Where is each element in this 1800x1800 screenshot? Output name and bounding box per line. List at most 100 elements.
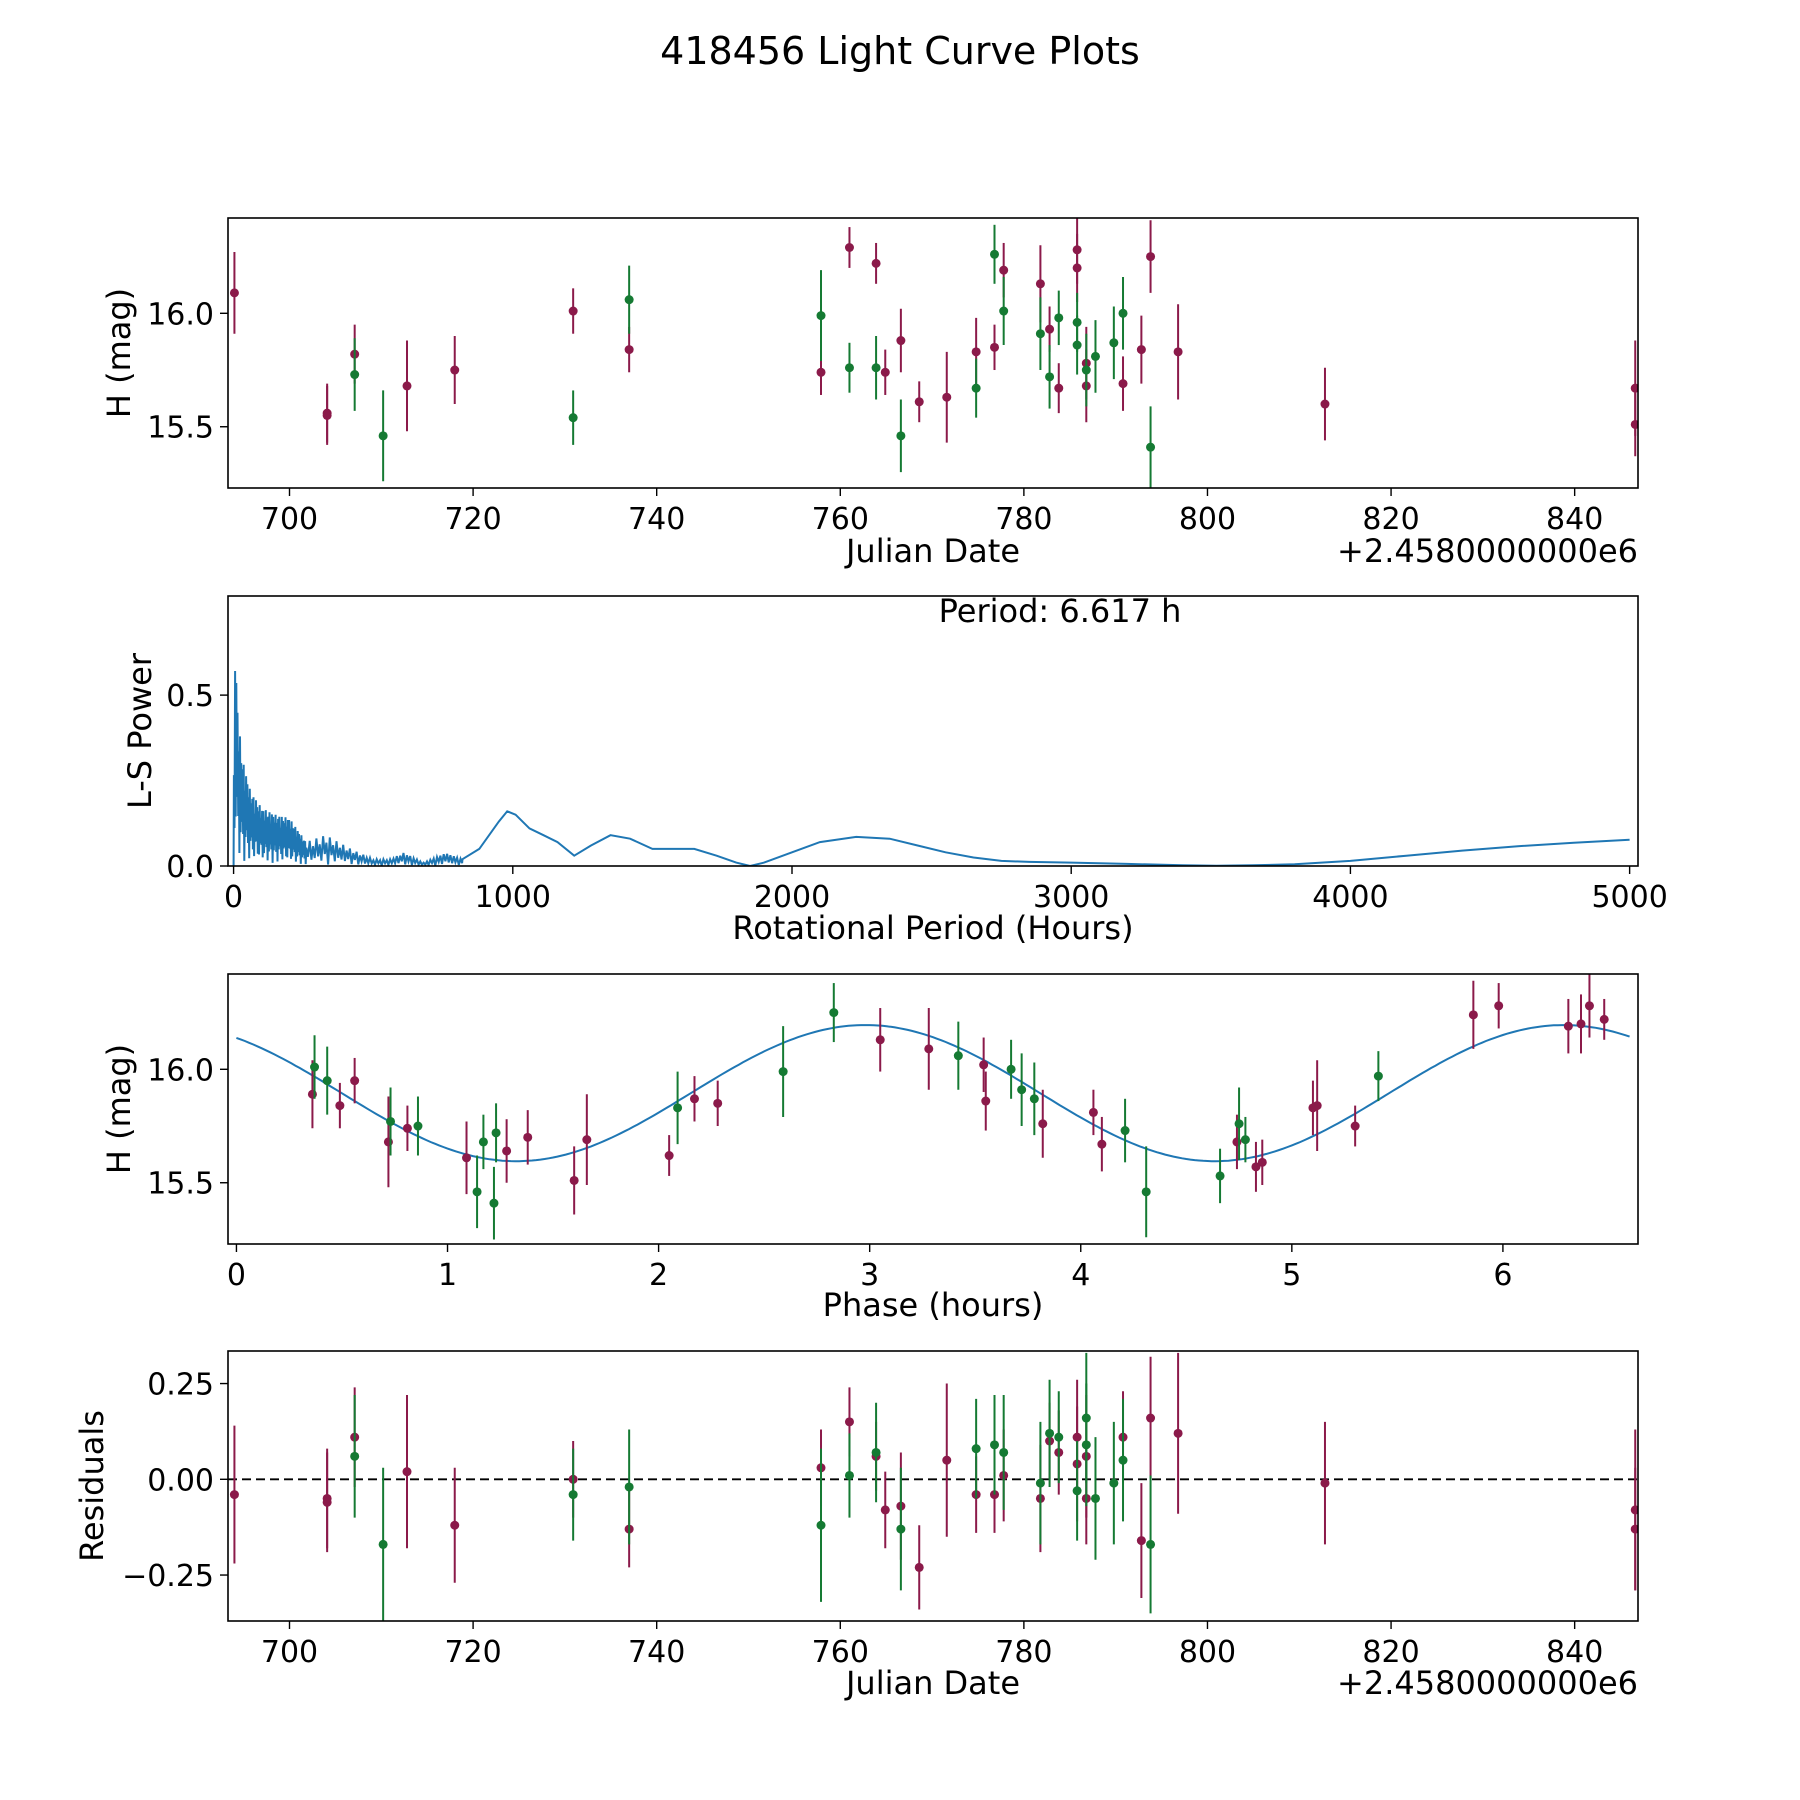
periodogram-x-tick-label: 4000 bbox=[1312, 880, 1388, 915]
phase-folded-data-point bbox=[350, 1076, 360, 1086]
light-curve-data-point bbox=[568, 306, 578, 316]
light-curve-y-tick-label: 16.0 bbox=[147, 297, 214, 332]
phase-folded-data-point bbox=[1141, 1187, 1151, 1197]
phase-folded-data-point bbox=[523, 1132, 533, 1142]
phase-folded-data-point bbox=[875, 1035, 885, 1045]
residuals-data-point bbox=[1136, 1536, 1146, 1546]
residuals-data-point bbox=[1173, 1428, 1183, 1438]
phase-folded-data-point bbox=[402, 1123, 412, 1133]
residuals-data-point bbox=[844, 1417, 854, 1427]
light-curve-data-point bbox=[1072, 340, 1082, 350]
residuals-y-label: Residuals bbox=[73, 1410, 111, 1562]
residuals-data-point bbox=[1035, 1478, 1045, 1488]
phase-folded-data-point bbox=[1088, 1107, 1098, 1117]
light-curve-data-point bbox=[990, 249, 1000, 259]
residuals-data-point bbox=[896, 1524, 906, 1534]
phase-folded-x-tick-label: 0 bbox=[227, 1258, 246, 1293]
residuals-data-point bbox=[1146, 1413, 1156, 1423]
light-curve-data-point bbox=[1035, 329, 1045, 339]
residuals-data-point bbox=[568, 1490, 578, 1500]
phase-folded-axes-frame bbox=[227, 973, 1639, 1245]
residuals-y-tick-label: 0.25 bbox=[147, 1368, 214, 1403]
panel-phase-folded: 0 1 2 3 4 5 6 15.5 16.0 Phase (hours) H (mag) bbox=[100, 973, 1639, 1324]
phase-folded-data-point bbox=[673, 1103, 683, 1113]
phase-folded-data-point bbox=[1038, 1119, 1048, 1129]
light-curve-x-tick-label: 820 bbox=[1362, 502, 1419, 537]
phase-folded-data-point bbox=[1240, 1135, 1250, 1145]
phase-folded-data-point bbox=[1576, 1019, 1586, 1029]
light-curve-x-label: Julian Date bbox=[844, 532, 1020, 570]
residuals-data-point bbox=[942, 1455, 952, 1465]
phase-folded-data-point bbox=[489, 1198, 499, 1208]
periodogram-x-ticks: 0 1000 2000 3000 4000 5000 bbox=[224, 866, 1668, 915]
residuals-data-point bbox=[914, 1562, 924, 1572]
phase-folded-data-point bbox=[1006, 1064, 1016, 1074]
residuals-data-point bbox=[1320, 1478, 1330, 1488]
residuals-y-ticks: 0.25 0.00 −0.25 bbox=[122, 1368, 228, 1594]
residuals-data-point bbox=[1090, 1493, 1100, 1503]
periodogram-x-tick-label: 5000 bbox=[1591, 880, 1667, 915]
light-curve-data-point bbox=[1109, 338, 1119, 348]
light-curve-data-point bbox=[1146, 252, 1156, 262]
residuals-data-point bbox=[1081, 1440, 1091, 1450]
periodogram-x-label: Rotational Period (Hours) bbox=[732, 909, 1133, 947]
panel-periodogram: 0 1000 2000 3000 4000 5000 0.0 0.5 Period: 6.6… bbox=[121, 592, 1668, 947]
residuals-data-point bbox=[1630, 1524, 1638, 1534]
phase-folded-data-point bbox=[664, 1151, 674, 1161]
light-curve-data-point bbox=[1118, 379, 1128, 389]
phase-folded-data-point bbox=[582, 1135, 592, 1145]
phase-folded-x-tick-label: 6 bbox=[1493, 1258, 1512, 1293]
residuals-data-point bbox=[1045, 1428, 1055, 1438]
phase-folded-data-point bbox=[462, 1153, 472, 1163]
residuals-x-tick-label: 700 bbox=[261, 1635, 318, 1670]
phase-folded-y-tick-label: 16.0 bbox=[147, 1053, 214, 1088]
light-curve-data-point bbox=[1072, 245, 1082, 255]
residuals-data-point bbox=[624, 1482, 634, 1492]
residuals-plot-area bbox=[228, 1352, 1638, 1621]
light-curve-data-point bbox=[624, 295, 634, 305]
light-curve-data-point bbox=[896, 431, 906, 441]
light-curve-data-point bbox=[1146, 442, 1156, 452]
phase-folded-data-point bbox=[478, 1137, 488, 1147]
phase-folded-data-point bbox=[1563, 1021, 1573, 1031]
residuals-data-point bbox=[450, 1520, 460, 1530]
light-curve-x-tick-label: 700 bbox=[261, 502, 318, 537]
phase-folded-data-point bbox=[335, 1101, 345, 1111]
residuals-data-point bbox=[1109, 1478, 1119, 1488]
residuals-x-tick-label: 760 bbox=[812, 1635, 869, 1670]
phase-folded-x-tick-label: 2 bbox=[649, 1258, 668, 1293]
phase-folded-data-point bbox=[689, 1094, 699, 1104]
light-curve-data-point bbox=[1081, 365, 1091, 375]
phase-model-curve bbox=[236, 1024, 1630, 1163]
light-curve-data-point bbox=[1136, 345, 1146, 355]
phase-folded-data-point bbox=[778, 1067, 788, 1077]
residuals-data-point bbox=[1146, 1539, 1156, 1549]
light-curve-data-point bbox=[1118, 308, 1128, 318]
light-curve-data-point bbox=[1090, 351, 1100, 361]
residuals-x-ticks: 700 720 740 760 780 800 820 840 bbox=[261, 1621, 1603, 1670]
phase-folded-data-point bbox=[1312, 1101, 1322, 1111]
residuals-data-point bbox=[990, 1440, 1000, 1450]
periodogram-x-tick-label: 0 bbox=[224, 880, 243, 915]
phase-folded-data-point bbox=[1234, 1119, 1244, 1129]
phase-folded-data-point bbox=[1120, 1126, 1130, 1136]
figure-title: 418456 Light Curve Plots bbox=[660, 29, 1140, 73]
light-curve-data-point bbox=[229, 288, 239, 298]
phase-folded-plot-area bbox=[236, 974, 1630, 1240]
light-curve-plot-area bbox=[229, 218, 1638, 488]
light-curve-data-point bbox=[1173, 347, 1183, 357]
panel-residuals: 700 720 740 760 780 800 820 840 0.25 0.00 −0.25 J… bbox=[73, 1350, 1639, 1702]
phase-folded-data-point bbox=[1350, 1121, 1360, 1131]
phase-folded-data-point bbox=[979, 1060, 989, 1070]
phase-folded-x-ticks: 0 1 2 3 4 5 6 bbox=[227, 1244, 1512, 1293]
phase-folded-y-label: H (mag) bbox=[100, 1044, 138, 1174]
light-curve-y-tick-label: 15.5 bbox=[147, 411, 214, 446]
light-curve-x-tick-label: 760 bbox=[812, 502, 869, 537]
phase-folded-data-point bbox=[1029, 1094, 1039, 1104]
residuals-x-tick-label: 840 bbox=[1546, 1635, 1603, 1670]
phase-folded-data-point bbox=[1257, 1157, 1267, 1167]
residuals-data-point bbox=[378, 1539, 388, 1549]
light-curve-data-point bbox=[990, 342, 1000, 352]
light-curve-x-tick-label: 740 bbox=[628, 502, 685, 537]
